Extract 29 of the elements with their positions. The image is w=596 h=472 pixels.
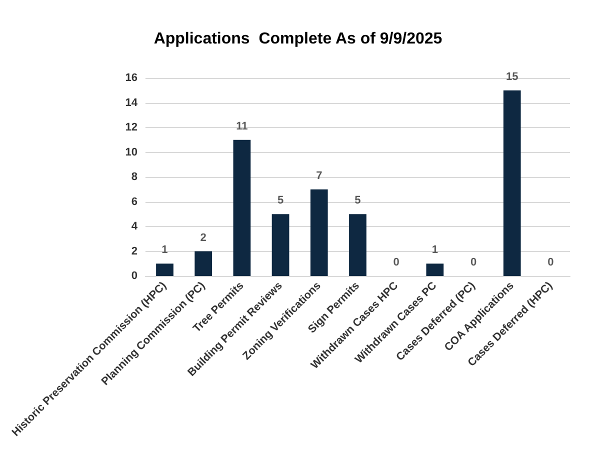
data-label: 0 [393,256,400,268]
y-tick-label: 8 [131,171,138,183]
data-label: 5 [277,194,284,207]
y-tick-label: 0 [131,270,138,282]
data-label: 11 [236,120,248,132]
bar [272,214,290,276]
bar [349,214,366,276]
chart-title: Applications Complete As of 9/9/2025 [154,30,442,48]
y-tick-label: 2 [131,245,138,258]
bar [156,264,174,276]
data-label: 15 [506,70,518,83]
bar [194,251,212,276]
data-label: 0 [470,256,477,268]
data-label: 2 [200,232,206,244]
data-label: 5 [354,194,361,207]
y-tick-label: 16 [125,72,138,84]
y-tick-label: 12 [125,122,138,134]
bar [426,264,444,276]
bar [310,189,328,276]
data-label: 7 [316,170,322,182]
y-tick-label: 6 [131,196,138,208]
y-tick-label: 10 [125,146,138,158]
data-label: 0 [548,256,554,268]
bar [503,90,521,276]
data-label: 1 [162,244,168,256]
data-label: 1 [432,244,438,256]
y-tick-label: 14 [125,96,138,109]
y-tick-label: 4 [131,220,138,232]
bar [233,140,251,276]
